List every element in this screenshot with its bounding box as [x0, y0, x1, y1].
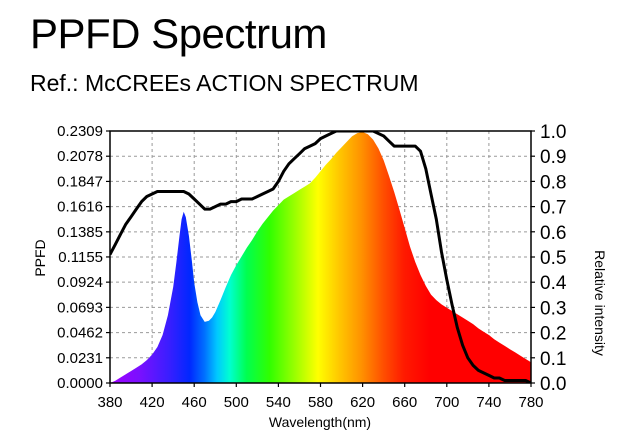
x-tick-label: 420 — [140, 394, 165, 411]
y2-tick-label: 0.6 — [540, 223, 566, 244]
y-tick-label: 0.2078 — [57, 148, 103, 165]
y2-tick-label: 0.0 — [540, 374, 566, 395]
x-axis-ticks: 380 420 460 500 540 580 620 660 700 740 780 — [97, 383, 544, 411]
x-tick-label: 580 — [308, 394, 333, 411]
x-tick-label: 620 — [350, 394, 375, 411]
y-tick-label: 0.0231 — [57, 350, 103, 367]
y2-tick-label: 0.8 — [540, 172, 566, 193]
left-axis-ticks: 0.0000 0.0231 0.0462 0.0693 0.0924 0.1155 0.13… — [57, 123, 110, 392]
relative-intensity-layer — [110, 131, 531, 383]
y-tick-label: 0.0000 — [57, 375, 103, 392]
x-tick-label: 660 — [392, 394, 417, 411]
x-tick-label: 740 — [476, 394, 501, 411]
x-tick-label: 460 — [182, 394, 207, 411]
chart-subtitle: Ref.: McCREEs ACTION SPECTRUM — [30, 70, 419, 96]
y-tick-label: 0.1616 — [57, 199, 103, 216]
y2-axis-label: Relative intensity — [592, 250, 608, 356]
y-tick-label: 0.2309 — [57, 123, 103, 140]
y-tick-label: 0.1385 — [57, 224, 103, 241]
y-tick-label: 0.0462 — [57, 325, 103, 342]
y2-tick-label: 0.9 — [540, 147, 566, 168]
chart-title: PPFD Spectrum — [30, 10, 327, 57]
ppfd-area — [110, 132, 531, 383]
y-tick-label: 0.0924 — [57, 274, 103, 291]
x-tick-label: 380 — [97, 394, 122, 411]
ppfd-area-layer — [110, 132, 531, 383]
relative-intensity-line — [110, 131, 531, 383]
y2-tick-label: 0.2 — [540, 324, 566, 345]
y2-tick-label: 0.1 — [540, 349, 566, 370]
x-tick-label: 500 — [224, 394, 249, 411]
x-tick-label: 700 — [434, 394, 459, 411]
y-tick-label: 0.0693 — [57, 299, 103, 316]
x-axis-label: Wavelength(nm) — [269, 414, 371, 430]
y2-tick-label: 0.4 — [540, 273, 567, 294]
y2-tick-label: 1.0 — [540, 122, 566, 143]
y-tick-label: 0.1155 — [58, 249, 103, 266]
x-tick-label: 780 — [518, 394, 543, 411]
x-tick-label: 540 — [266, 394, 291, 411]
y2-tick-label: 0.7 — [540, 198, 566, 219]
y2-tick-label: 0.5 — [540, 248, 566, 269]
y-axis-label: PPFD — [32, 239, 48, 276]
y-tick-label: 0.1847 — [57, 173, 103, 190]
y2-tick-label: 0.3 — [540, 298, 566, 319]
right-axis-ticks: 0.0 0.1 0.2 0.3 0.4 0.5 0.6 0.7 0.8 0.9 1.0 — [531, 122, 567, 395]
